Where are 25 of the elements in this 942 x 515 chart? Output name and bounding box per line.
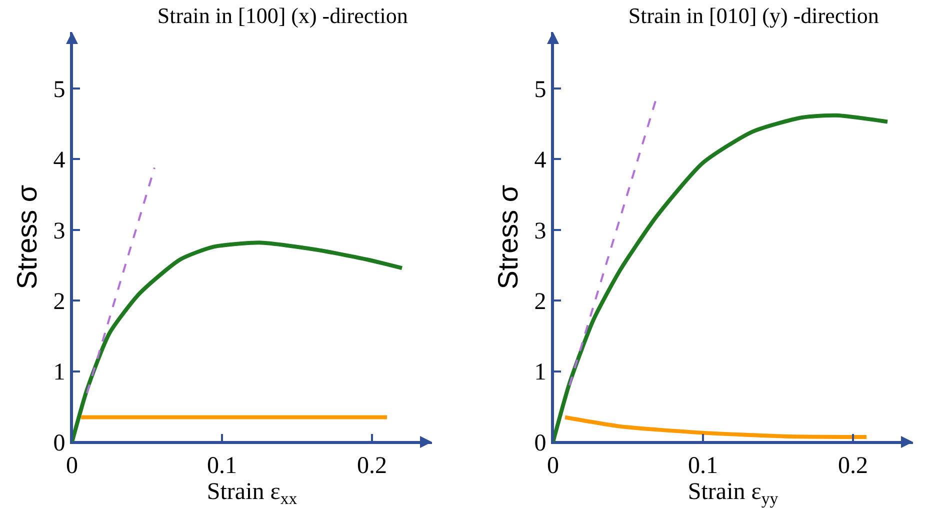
x-tick-label: 0.2	[357, 452, 387, 479]
line-series	[553, 113, 890, 442]
x-axis-title: Strain ε$_{yy}$	[688, 478, 779, 508]
y-axis-title: Stress σ	[492, 184, 524, 290]
x-axis-title: Strain ε$_{xx}$	[206, 478, 298, 508]
y-tick-label: 1	[53, 360, 66, 386]
y-tick-label: 4	[534, 148, 546, 174]
x-tick-label: 0.1	[688, 452, 718, 479]
y-tick-label: 3	[53, 218, 66, 244]
y-tick-label: 2	[534, 289, 546, 316]
y-tick-label: 5	[53, 76, 66, 103]
y-tick-label: 0	[53, 430, 66, 456]
line-series	[563, 415, 868, 440]
y-tick-label: 4	[53, 148, 66, 174]
y-tick-label: 1	[534, 360, 546, 386]
y-axis-title: Stress σ	[11, 184, 42, 290]
y-tick-label: 5	[534, 76, 546, 103]
x-tick-label: 0.2	[838, 452, 868, 479]
line-series	[72, 240, 404, 442]
chart-title: Strain in [100] (x) -direction	[157, 3, 408, 28]
y-tick-label: 3	[534, 218, 546, 244]
y-tick-label: 0	[534, 430, 546, 456]
y-tick-label: 2	[53, 289, 66, 316]
x-tick-label: 0.1	[207, 452, 237, 479]
chart-title: Strain in [010] (y) -direction	[628, 3, 879, 28]
